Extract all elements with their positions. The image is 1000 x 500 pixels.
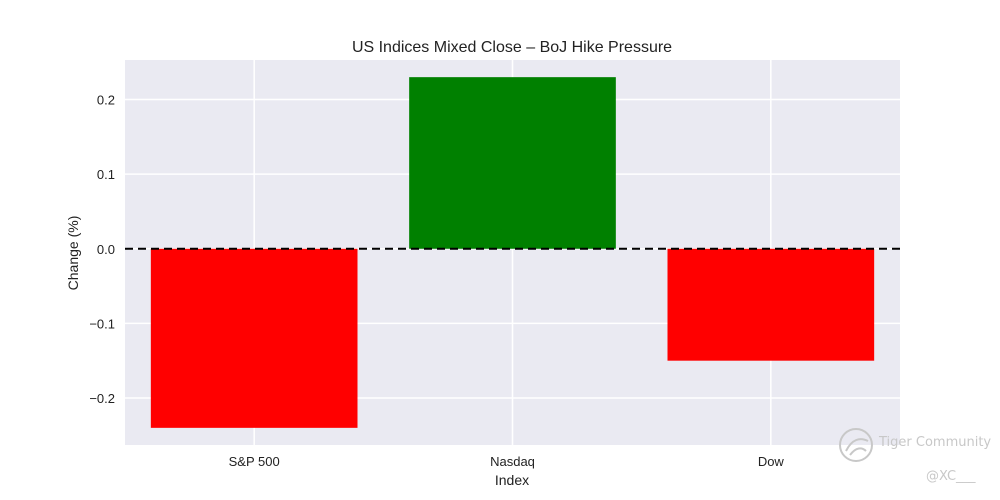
- watermark-brand: Tiger Community: [879, 435, 992, 450]
- bars-group: [150, 77, 875, 428]
- watermark-user: @XC___: [926, 469, 976, 484]
- y-tick-label: 0.1: [97, 167, 115, 182]
- y-axis-ticks: −0.2 −0.1 0.0 0.1 0.2: [89, 93, 115, 406]
- x-axis-label: Index: [495, 472, 529, 488]
- y-tick-label: 0.2: [97, 93, 115, 108]
- x-tick-label: S&P 500: [229, 454, 280, 469]
- y-tick-label: −0.2: [89, 391, 115, 406]
- x-tick-label: Dow: [758, 454, 785, 469]
- x-tick-label: Nasdaq: [490, 454, 535, 469]
- y-tick-label: 0.0: [97, 242, 115, 257]
- bar: [150, 248, 358, 428]
- bar: [409, 77, 616, 249]
- chart-title: US Indices Mixed Close – BoJ Hike Pressu…: [352, 39, 672, 56]
- x-axis-ticks: S&P 500 Nasdaq Dow: [229, 454, 785, 469]
- y-axis-label: Change (%): [65, 216, 81, 291]
- tiger-community-logo-icon: [839, 428, 873, 462]
- bar: [667, 248, 875, 361]
- y-tick-label: −0.1: [89, 316, 115, 331]
